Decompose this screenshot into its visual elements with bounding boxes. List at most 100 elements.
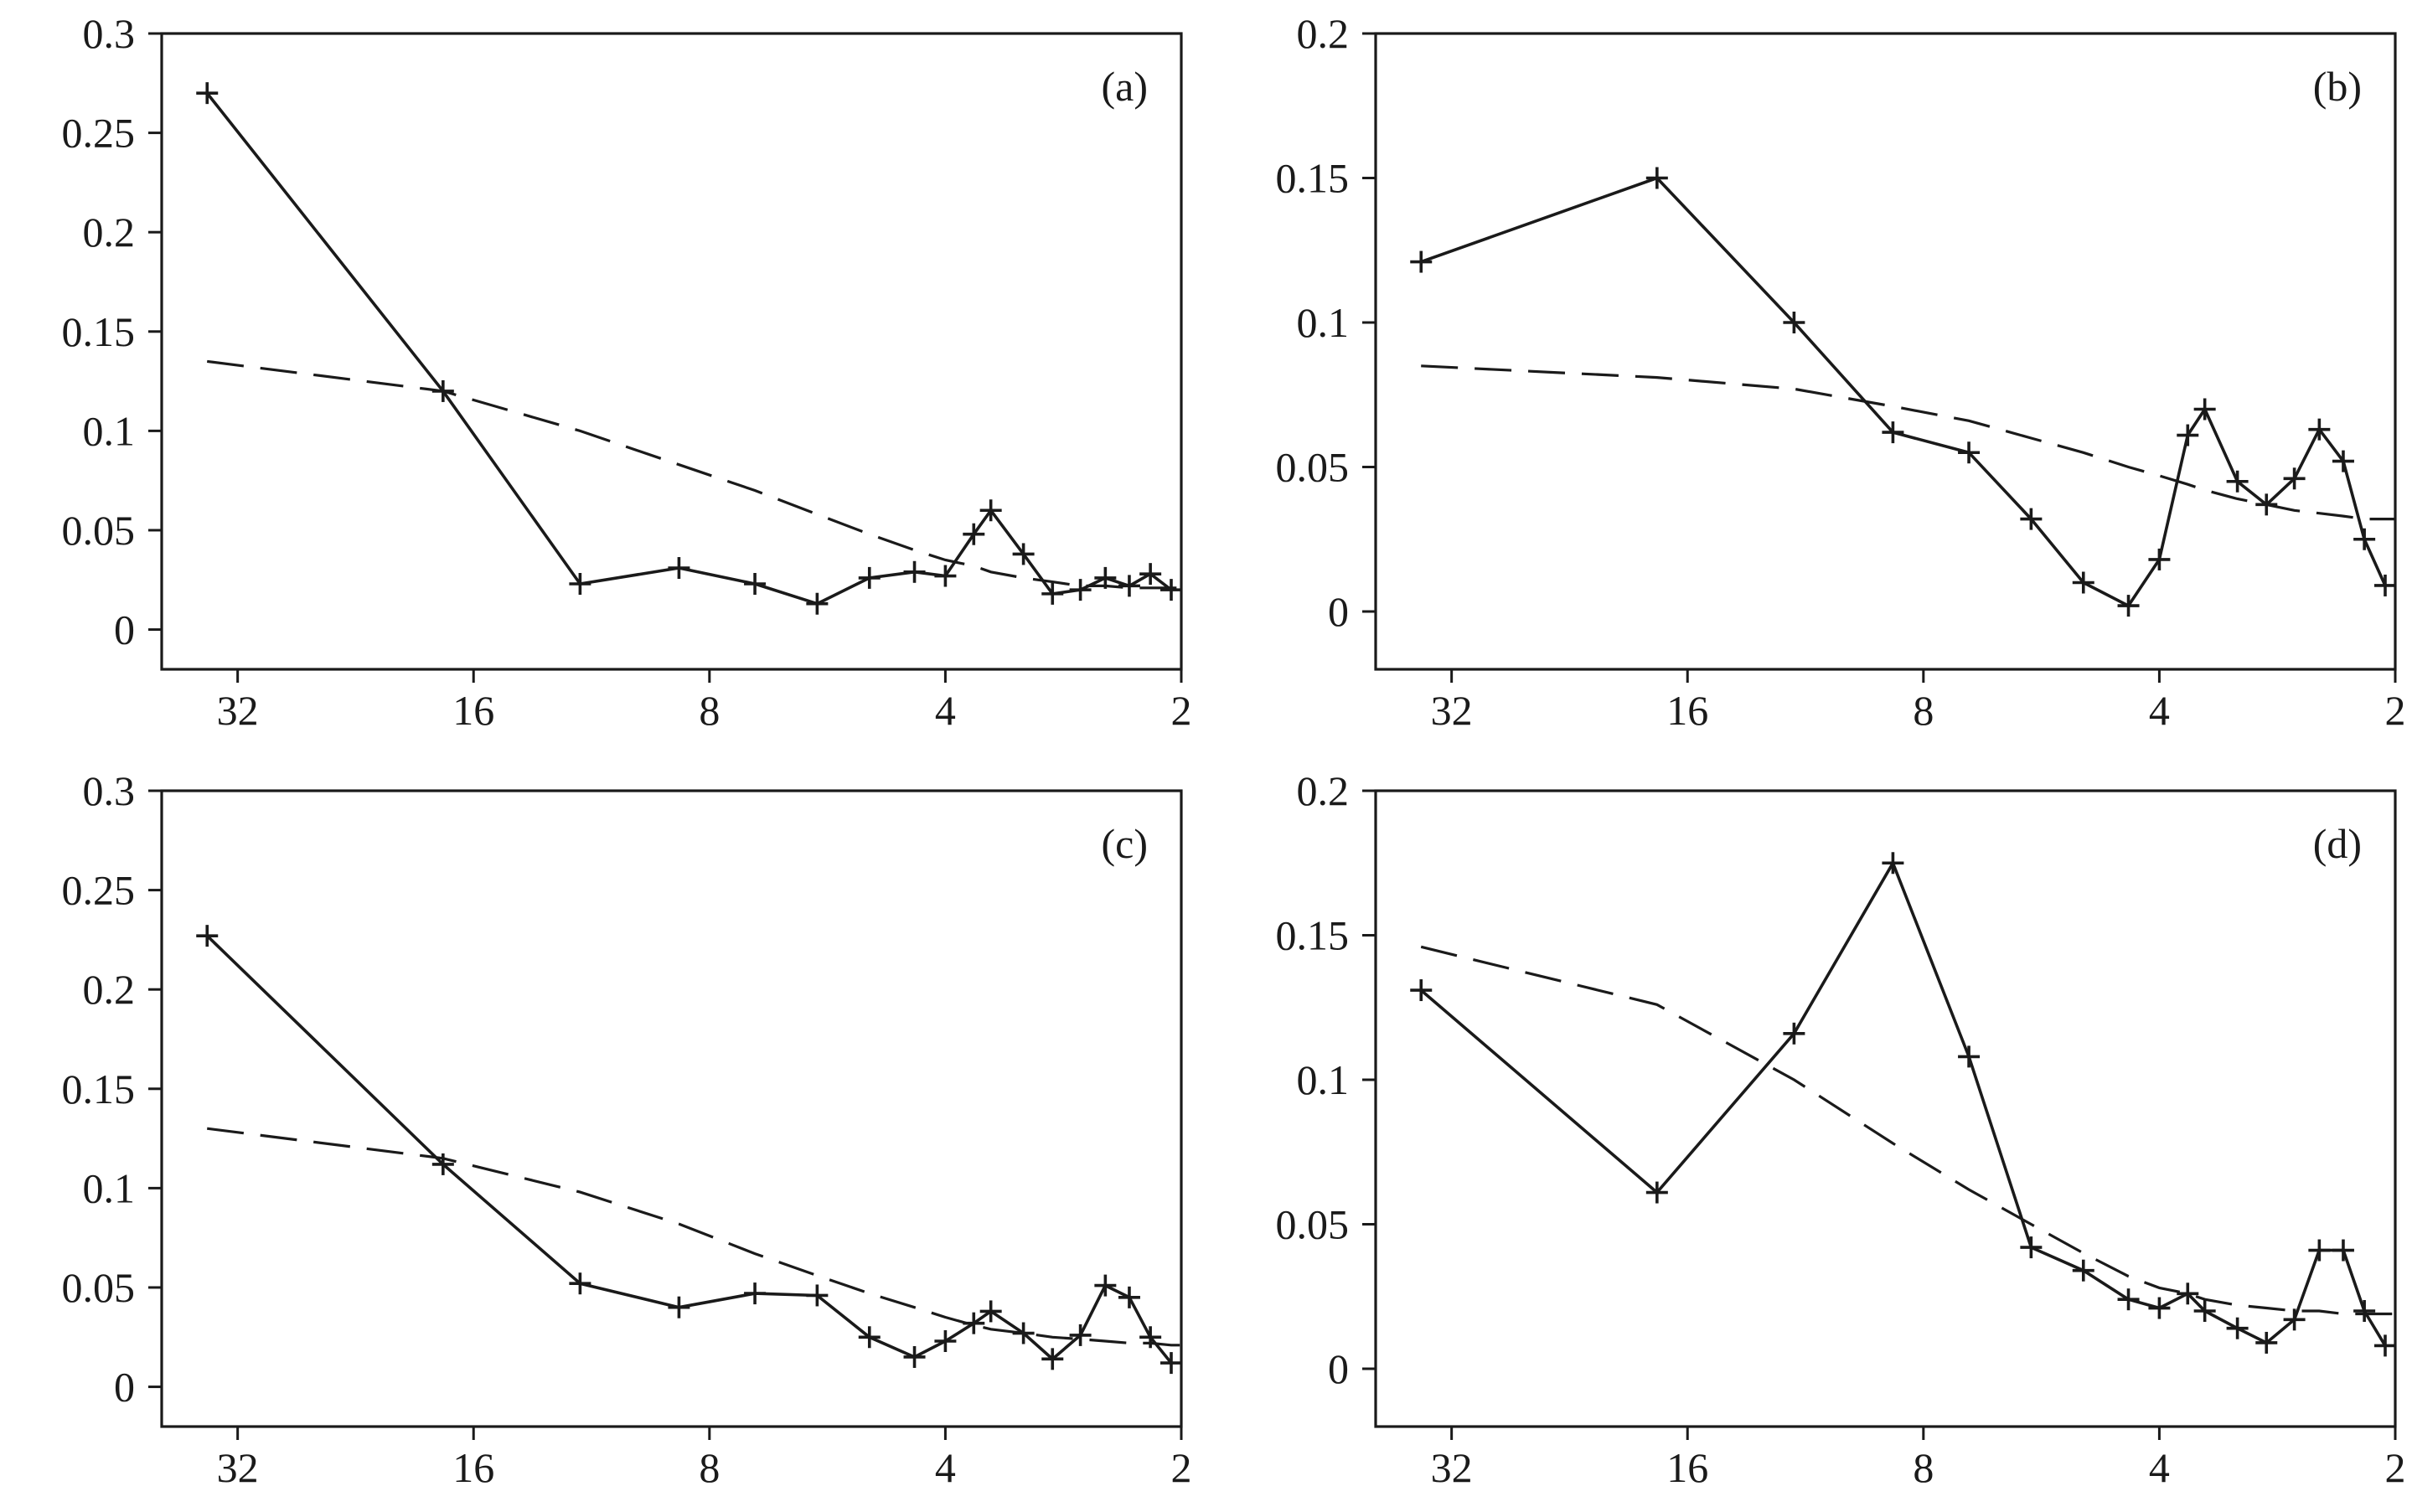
y-tick-label: 0.2 [83, 209, 136, 255]
plus-marker [1160, 1352, 1181, 1375]
plus-marker [1160, 579, 1181, 601]
panel-label: (d) [2313, 820, 2362, 867]
plot-frame [1374, 789, 2397, 1428]
y-tick-label: 0 [1328, 588, 1349, 635]
plus-marker [668, 1296, 690, 1318]
series-dashed-line [206, 359, 1181, 590]
x-tick-label: 2 [1171, 1444, 1192, 1491]
panel-b: 0 0.05 0.1 0.15 0.2 32 16 8 4 2 (b) [1276, 10, 2406, 734]
plus-marker [979, 1300, 1002, 1323]
plus-marker [431, 1153, 454, 1175]
y-tick-label: 0.15 [62, 1066, 136, 1112]
plot-frame [1374, 32, 2397, 671]
panel-label: (a) [1102, 63, 1149, 110]
plus-marker [1094, 566, 1117, 589]
x-tick-label: 16 [452, 687, 494, 734]
y-tick-label: 0.15 [62, 308, 136, 355]
plus-marker [1139, 1326, 1162, 1349]
series-dashed-line [206, 1127, 1181, 1347]
plus-marker [963, 523, 985, 545]
plot-area [196, 82, 1181, 615]
plot-area [196, 925, 1181, 1375]
panel-c: 0 0.05 0.1 0.15 0.2 0.25 0.3 32 16 8 4 2 (c) [62, 767, 1192, 1491]
plot-frame [160, 789, 1183, 1428]
y-tick-label: 0.1 [1297, 299, 1350, 346]
x-tick-label: 16 [452, 1444, 494, 1491]
plus-marker [1041, 582, 1064, 605]
x-tick-label: 8 [699, 687, 720, 734]
plus-marker [979, 499, 1002, 522]
plus-marker [2226, 470, 2249, 493]
y-tick-label: 0.1 [83, 407, 136, 454]
plus-marker [2117, 1288, 2140, 1311]
plus-marker [2148, 1297, 2171, 1319]
y-tick-label: 0.25 [62, 867, 136, 914]
panel-label: (c) [1102, 820, 1149, 867]
panel-d: 0 0.05 0.1 0.15 0.2 32 16 8 4 2 (d) [1276, 767, 2406, 1491]
plus-marker [431, 379, 454, 402]
plus-marker [1645, 1181, 1668, 1204]
series-dashed-line [1420, 945, 2395, 1316]
plus-marker [2255, 1331, 2278, 1354]
plus-marker [1139, 563, 1162, 586]
plus-marker [858, 566, 881, 589]
x-tick-label: 16 [1666, 1444, 1708, 1491]
plus-marker [963, 1312, 985, 1334]
plus-marker [744, 1282, 767, 1305]
panel-label: (b) [2313, 63, 2362, 110]
plus-marker [2177, 1282, 2199, 1305]
x-tick-label: 32 [1431, 687, 1473, 734]
plus-marker [1958, 1045, 1981, 1068]
x-tick-label: 4 [935, 1444, 956, 1491]
plus-marker [934, 565, 957, 587]
plus-marker [744, 573, 767, 596]
plus-marker [668, 557, 690, 580]
plus-marker [1118, 575, 1140, 597]
x-tick-label: 2 [1171, 687, 1192, 734]
plus-marker [196, 82, 219, 105]
series-solid-line [205, 934, 1173, 1365]
y-tick-label: 0.2 [1297, 10, 1350, 57]
x-tick-label: 4 [2149, 1444, 2170, 1491]
y-tick-label: 0.15 [1276, 912, 1350, 959]
plus-marker [1783, 312, 1805, 333]
plus-marker [1783, 1022, 1805, 1045]
plus-marker [196, 925, 219, 947]
plus-marker [1069, 1324, 1092, 1346]
plus-marker [2332, 1239, 2354, 1262]
plus-marker [806, 1284, 829, 1307]
x-tick-label: 8 [1913, 1444, 1934, 1491]
y-tick-label: 0 [114, 1364, 135, 1411]
y-tick-label: 0.2 [1297, 767, 1350, 814]
y-tick-label: 0.3 [83, 767, 136, 814]
y-tick-label: 0.1 [83, 1164, 136, 1211]
plus-marker [1094, 1274, 1117, 1297]
x-tick-label: 2 [2385, 1444, 2406, 1491]
plus-marker [1645, 167, 1668, 189]
plus-marker [806, 592, 829, 615]
plus-marker [2148, 548, 2171, 570]
plus-marker [2072, 1259, 2094, 1282]
plus-marker [2177, 424, 2199, 446]
plus-marker [1069, 579, 1092, 601]
plus-marker [2072, 571, 2094, 594]
plus-marker [903, 560, 926, 583]
plot-area [1410, 167, 2395, 617]
plus-marker [903, 1345, 926, 1368]
y-tick-label: 0.15 [1276, 155, 1350, 202]
plus-marker [858, 1326, 881, 1349]
plus-marker [2308, 418, 2331, 441]
x-tick-label: 32 [1431, 1444, 1473, 1491]
plus-marker [2332, 450, 2354, 472]
plus-marker [2255, 493, 2278, 516]
x-tick-label: 8 [699, 1444, 720, 1491]
plus-marker [934, 1330, 957, 1353]
plus-marker [2226, 1317, 2249, 1339]
x-tick-label: 2 [2385, 687, 2406, 734]
x-tick-label: 32 [217, 1444, 259, 1491]
plot-area [1410, 852, 2395, 1357]
x-tick-label: 4 [935, 687, 956, 734]
plus-marker [1012, 1322, 1035, 1344]
plus-marker [2020, 508, 2043, 530]
y-tick-label: 0 [114, 606, 135, 653]
